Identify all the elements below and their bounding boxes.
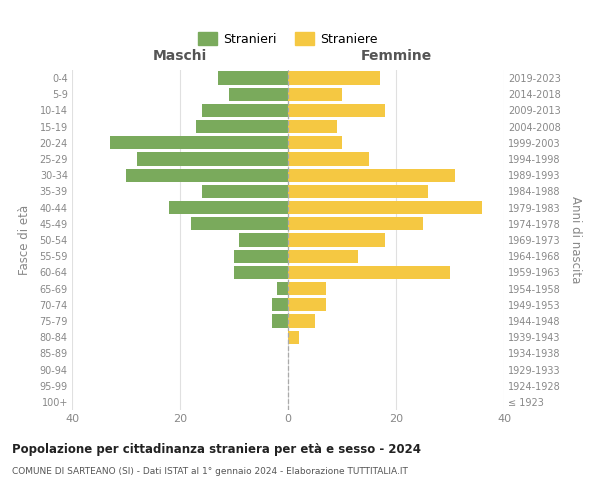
Bar <box>288 330 299 344</box>
Bar <box>288 282 326 295</box>
Bar <box>288 217 423 230</box>
Bar <box>288 72 380 85</box>
Text: Popolazione per cittadinanza straniera per età e sesso - 2024: Popolazione per cittadinanza straniera p… <box>12 442 421 456</box>
Bar <box>218 72 288 85</box>
Bar <box>288 120 337 134</box>
Bar <box>272 298 288 312</box>
Legend: Stranieri, Straniere: Stranieri, Straniere <box>198 32 378 46</box>
Bar <box>202 185 288 198</box>
Bar <box>110 136 288 149</box>
Bar <box>288 298 326 312</box>
Bar <box>288 104 385 117</box>
Bar <box>169 201 288 214</box>
Y-axis label: Anni di nascita: Anni di nascita <box>569 196 583 284</box>
Bar <box>288 136 342 149</box>
Bar <box>202 104 288 117</box>
Text: Maschi: Maschi <box>153 49 207 63</box>
Bar <box>288 168 455 182</box>
Bar <box>239 234 288 246</box>
Bar <box>191 217 288 230</box>
Bar <box>288 234 385 246</box>
Y-axis label: Fasce di età: Fasce di età <box>18 205 31 275</box>
Bar <box>229 88 288 101</box>
Bar <box>234 266 288 279</box>
Bar <box>288 88 342 101</box>
Bar <box>288 152 369 166</box>
Text: Femmine: Femmine <box>361 49 431 63</box>
Bar <box>288 201 482 214</box>
Bar <box>126 168 288 182</box>
Bar <box>272 314 288 328</box>
Bar <box>288 266 450 279</box>
Text: COMUNE DI SARTEANO (SI) - Dati ISTAT al 1° gennaio 2024 - Elaborazione TUTTITALI: COMUNE DI SARTEANO (SI) - Dati ISTAT al … <box>12 468 408 476</box>
Bar <box>196 120 288 134</box>
Bar <box>288 250 358 263</box>
Bar <box>288 185 428 198</box>
Bar <box>277 282 288 295</box>
Bar <box>137 152 288 166</box>
Bar <box>288 314 315 328</box>
Bar <box>234 250 288 263</box>
